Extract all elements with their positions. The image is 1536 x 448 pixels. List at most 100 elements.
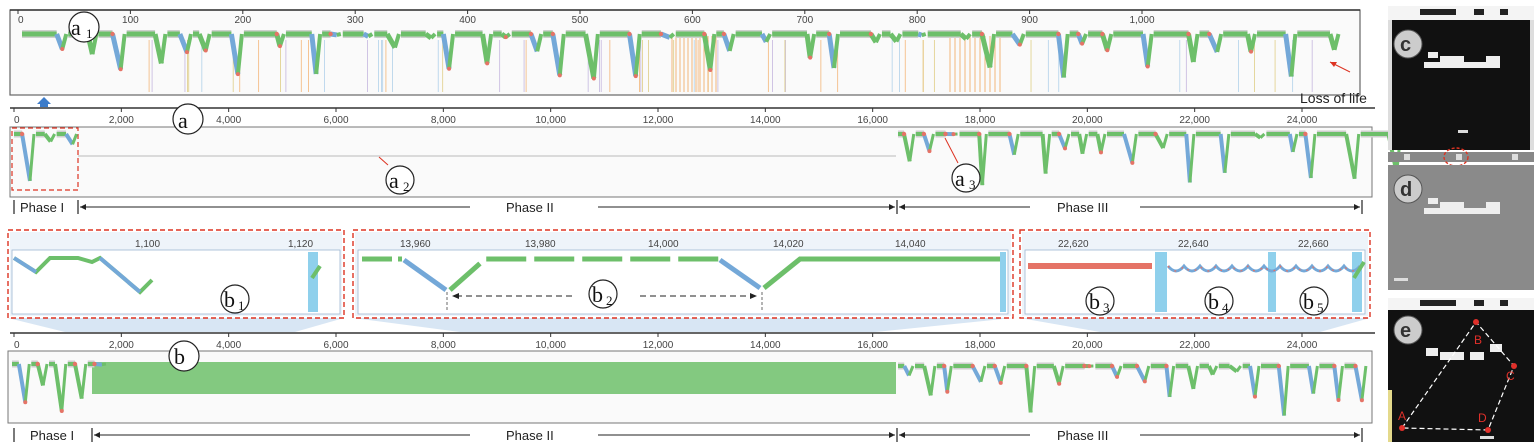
screen-c [1388,6,1534,150]
axis-tick-label: 14,000 [750,115,781,126]
trace-segment [278,33,286,47]
screen-e-score [1420,300,1456,306]
screen-d-paddle [1394,278,1408,281]
trace-event-dot [868,31,874,37]
trace-event-dot [970,363,975,369]
trace-event-dot [1186,31,1191,37]
zoom-b1-trace [98,256,142,294]
trace-segment [185,33,193,53]
trace-segment [1235,365,1242,373]
arrowhead [452,293,459,299]
point-d [1485,427,1491,433]
panel-a-letter: a [178,108,188,133]
trace-event-dot [941,363,947,369]
trace-segment [101,362,107,367]
point-c-label: C [1506,369,1515,383]
trace-event-dot [708,67,713,72]
axis-tick-label: 18,000 [965,340,996,351]
axis-tick-label: 16,000 [857,115,888,126]
zoom-b1-trace [310,264,322,280]
panel-a-frame [9,126,1373,198]
strip-mark [1512,154,1518,160]
screen-c-score [1420,9,1456,15]
trace-event-dot [110,31,115,37]
axis-tick-label: 10,000 [535,340,566,351]
trace-segment [917,31,923,38]
trace-event-dot [1082,363,1087,369]
panel-b-trace [12,360,1368,416]
trace-segment [118,33,127,70]
panel-a1-sub: 1 [86,26,93,41]
trace-event-dot [1017,42,1022,47]
zoom-b2-trace [448,256,720,292]
panel-a-phase1-box[interactable] [11,127,79,191]
panel-a-trace [14,130,1403,186]
trace-event-dot [35,361,40,367]
loss-arrowhead [1330,62,1337,67]
trace-segment [73,363,84,400]
trace-segment [929,365,937,396]
trace-event-dot [528,31,534,37]
axis-tick-label: 8,000 [431,115,456,126]
trace-event-dot [591,76,596,81]
trace-segment [110,33,124,70]
trace-event-dot [485,61,490,66]
trace-segment [1122,133,1135,164]
screen-e-paddle [1480,436,1494,439]
zoom-b4-sub: 4 [1222,300,1229,315]
position-marker-icon[interactable] [37,97,51,104]
zoom-b1-tick: 1,120 [288,239,313,250]
trace-segment [485,33,494,64]
trace-event-dot [1024,363,1029,369]
trace-event-dot [721,31,727,37]
trace-segment [591,33,600,79]
trace-segment [1057,133,1067,150]
trace-segment [90,33,99,55]
zoom-b1-circle [220,284,250,314]
zoom-b5-trace [1352,260,1366,280]
trace-segment [1336,365,1344,401]
trace-segment [1303,133,1313,179]
trace-event-dot [1252,394,1257,399]
trace-segment [203,33,212,52]
trace-event-dot [1359,398,1364,403]
axis-tick-label: 0 [18,15,24,26]
zoom-b1-funnel [8,318,344,332]
panel-a-circle [172,103,204,135]
trace-segment [1192,365,1200,390]
panel-b-ticks: 0 2,000 4,000 6,000 8,000 10,000 12,000 14,000 1… [13,333,1318,351]
zoom-panels: 1,100 1,120 b 1 13,960 13,980 14,000 14,… [7,229,1371,332]
zoom-b4-letter: b [1208,289,1219,314]
phase-label: Phase II [506,200,554,215]
zoom-b2-tick: 14,000 [648,239,679,250]
trace-segment [1135,365,1147,383]
zoom-b3-sub: 3 [1103,300,1110,315]
screen-e-lives [1474,300,1484,306]
axis-tick-label: 20,000 [1072,340,1103,351]
brick [1428,198,1438,204]
brick [1440,352,1464,360]
trace-segment [1282,365,1290,416]
trace-segment [447,33,456,70]
screen-e-level [1500,300,1508,306]
trace-segment [1289,33,1298,77]
point-a [1399,425,1405,431]
trace-event-dot [1142,379,1147,384]
trace-segment [429,32,437,40]
trace-event-dot [203,48,208,53]
trace-event-dot [1056,31,1061,37]
zoom-b2-highlight [1000,252,1006,312]
trace-segment [1344,133,1357,180]
zoom-b3-funnel [1020,318,1370,332]
trace-event-dot [1109,363,1115,369]
trace-segment [583,33,597,79]
trace-event-dot [1145,64,1150,69]
point-a-label: A [1398,409,1406,423]
trace-event-dot [921,131,927,137]
trace-event-dot [1353,363,1358,369]
trace-segment [424,31,433,40]
trace-event-dot [1105,48,1110,53]
trace-segment [362,31,370,39]
trace-event-dot [658,31,664,37]
